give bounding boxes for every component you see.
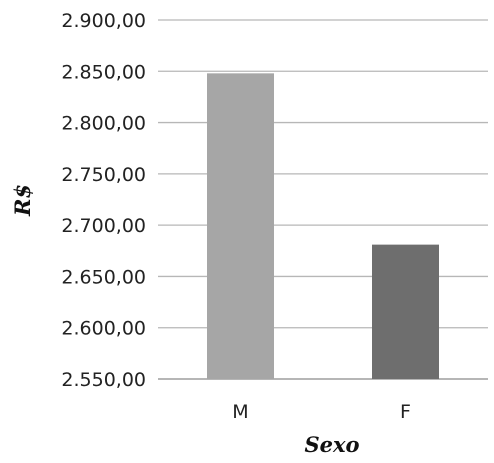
y-tick-label: 2.900,00 — [61, 10, 146, 32]
y-tick-label: 2.700,00 — [61, 215, 146, 237]
y-tick-label: 2.550,00 — [61, 369, 146, 391]
y-tick-label: 2.800,00 — [61, 113, 146, 135]
x-axis-title: Sexo — [304, 432, 359, 457]
bar-m — [207, 73, 274, 379]
y-axis-tick-labels: 2.550,00 2.600,00 2.650,00 2.700,00 2.750,00… — [61, 10, 146, 391]
bars — [207, 73, 439, 379]
bar-f — [372, 244, 439, 379]
x-tick-label-f: F — [400, 401, 411, 423]
y-tick-label: 2.750,00 — [61, 164, 146, 186]
y-tick-label: 2.850,00 — [61, 61, 146, 83]
y-tick-label: 2.600,00 — [61, 318, 146, 340]
x-tick-label-m: M — [232, 401, 248, 423]
y-tick-label: 2.650,00 — [61, 266, 146, 288]
y-axis-title: R$ — [10, 184, 35, 217]
